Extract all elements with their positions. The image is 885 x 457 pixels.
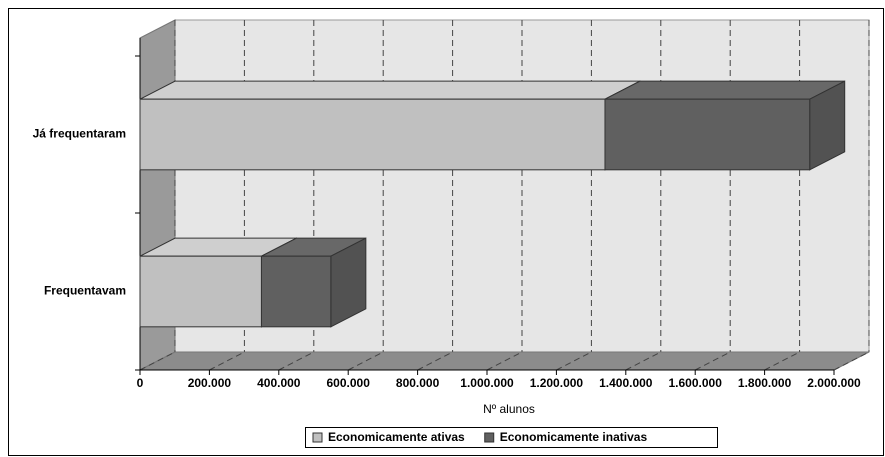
floor-grid-line xyxy=(278,351,315,371)
bar-top xyxy=(604,80,845,100)
x-tick-label: 1.200.000 xyxy=(530,376,584,390)
legend-label: Economicamente ativas xyxy=(328,430,465,444)
x-tick-label: 400.000 xyxy=(257,376,301,390)
legend-label: Economicamente inativas xyxy=(500,430,648,444)
legend-swatch xyxy=(484,432,495,443)
x-tick-label: 1.400.000 xyxy=(599,376,653,390)
y-tick-label: Já frequentaram xyxy=(33,127,126,141)
bar-top xyxy=(139,80,641,100)
floor-grid-line xyxy=(139,351,176,371)
x-tick-label: 0 xyxy=(137,376,144,390)
floor-grid-line xyxy=(209,351,245,371)
x-axis-title: Nº alunos xyxy=(483,402,535,416)
x-tick-label: 200.000 xyxy=(188,376,232,390)
chart-border xyxy=(8,8,884,456)
x-tick-label: 2.000.000 xyxy=(807,376,861,390)
bar xyxy=(260,255,332,328)
bar xyxy=(139,98,606,171)
legend-swatch xyxy=(312,432,323,443)
floor-grid-line xyxy=(625,351,662,371)
floor-grid-line xyxy=(556,351,592,371)
floor-grid-line xyxy=(694,351,731,371)
legend-box xyxy=(305,427,718,448)
x-tick-label: 1.600.000 xyxy=(669,376,723,390)
x-tick-label: 600.000 xyxy=(327,376,371,390)
x-tick-label: 1.000.000 xyxy=(460,376,514,390)
y-tick-label: Frequentavam xyxy=(44,284,126,298)
x-tick-label: 1.800.000 xyxy=(738,376,792,390)
floor-grid-line xyxy=(417,351,453,371)
bar xyxy=(139,255,262,328)
floor-grid-line xyxy=(486,351,523,371)
x-tick-label: 800.000 xyxy=(396,376,440,390)
bar xyxy=(604,98,811,171)
floor-grid-line xyxy=(833,351,870,371)
floor-grid-line xyxy=(347,351,384,371)
floor xyxy=(139,351,870,371)
floor-grid-line xyxy=(764,351,800,371)
